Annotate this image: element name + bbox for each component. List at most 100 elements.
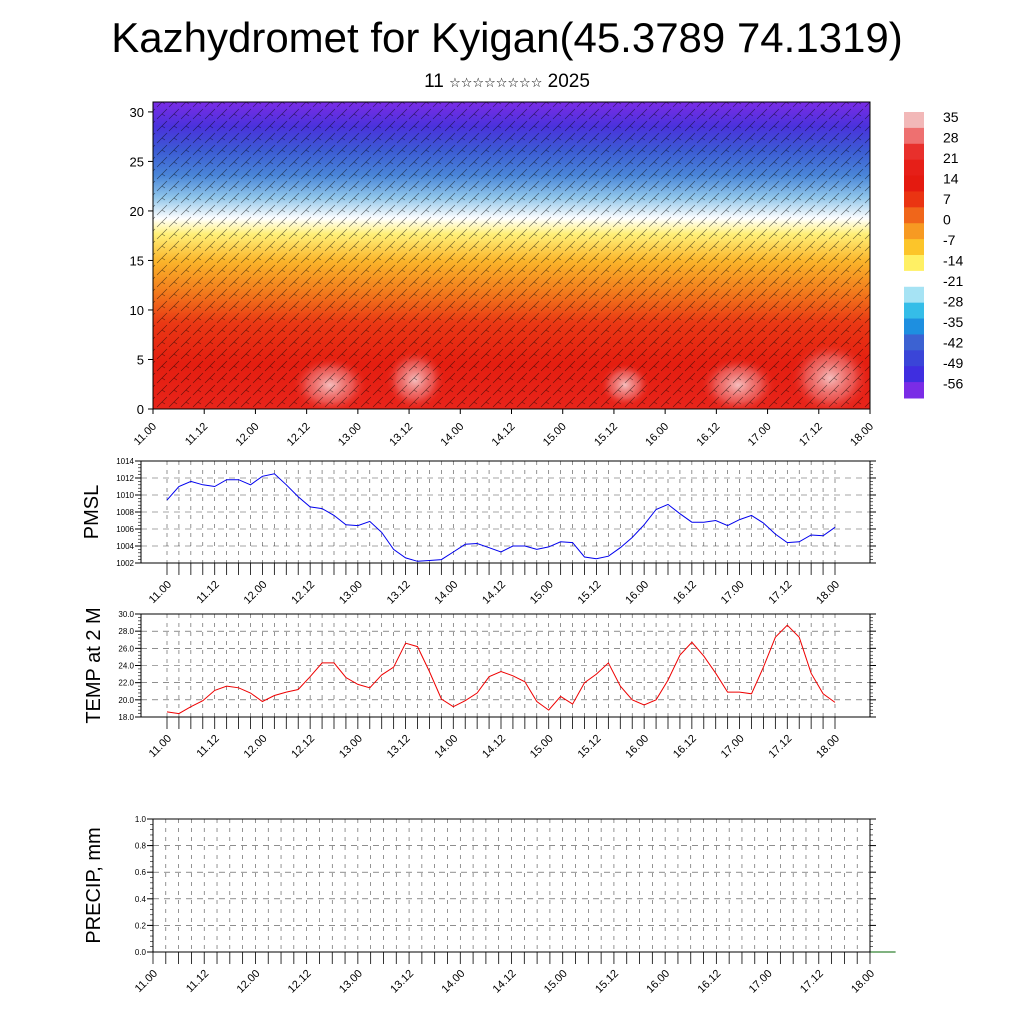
y-tick-label: 26.0: [118, 644, 134, 653]
x-tick-label: 15.12: [593, 968, 621, 996]
x-tick-label: 15.12: [576, 579, 604, 607]
y-tick-label: 0.4: [135, 895, 147, 904]
x-tick-label: 16.12: [671, 733, 699, 761]
x-tick-label: 14.00: [439, 968, 467, 996]
colorbar-swatch: [904, 127, 924, 145]
x-tick-label: 18.00: [814, 733, 842, 761]
y-tick-label: 0.6: [135, 868, 147, 877]
x-tick-label: 15.12: [592, 421, 620, 449]
subtitle-year: 2025: [547, 71, 590, 92]
plot-frame: [140, 460, 871, 564]
colorbar-swatch: [904, 255, 924, 272]
x-tick-label: 11.12: [194, 579, 221, 606]
x-tick-label: 16.00: [644, 968, 672, 996]
colorbar-label: -35: [943, 314, 963, 330]
x-tick-label: 17.00: [746, 421, 774, 449]
pmsl-panel: 1002 1004 1006 1008 1010 1012 1014 11.00 11.12 12…: [81, 457, 876, 607]
colorbar-swatch: [904, 207, 924, 224]
colorbar-label: 14: [943, 171, 959, 187]
x-tick-label: 12.12: [289, 579, 317, 607]
y-tick-label: 1004: [116, 542, 134, 551]
x-tick-label: 14.12: [491, 968, 519, 996]
heatmap-x-axis: 11.00 11.12 12.00 12.12 13.00 13.12 14.00 14.12…: [132, 409, 876, 449]
x-tick-label: 17.00: [719, 579, 747, 607]
subtitle-month-glyphs: ☆☆☆☆☆☆☆☆: [449, 76, 543, 91]
y-axis-title: PMSL: [81, 485, 103, 539]
y-tick-label: 24.0: [118, 662, 134, 671]
y-tick-label: 30: [130, 105, 144, 120]
y-tick-label: 1008: [116, 508, 134, 517]
x-tick-label: 12.00: [235, 968, 263, 996]
y-tick-label: 0: [137, 402, 144, 417]
x-tick-label: 18.00: [814, 579, 842, 607]
x-tick-label: 16.12: [671, 579, 699, 607]
x-tick-label: 12.12: [286, 968, 314, 996]
colorbar-swatch: [904, 112, 924, 129]
x-tick-label: 15.12: [576, 733, 604, 761]
y-tick-label: 1014: [116, 457, 134, 466]
y-tick-label: 30.0: [118, 610, 134, 619]
y-tick-label: 5: [137, 352, 144, 367]
colorbar: 35 28 21 14 7 0 -7 -14 -21 -28 -35 -42 -49 -56: [904, 109, 963, 399]
x-tick-label: 15.00: [528, 579, 556, 607]
plot-frame: [140, 613, 871, 718]
x-tick-label: 14.00: [432, 579, 460, 607]
y-axis-title: TEMP at 2 M: [83, 607, 105, 723]
x-tick-label: 11.00: [133, 968, 160, 995]
x-tick-label: 12.00: [234, 421, 262, 449]
x-tick-label: 17.12: [797, 421, 825, 449]
colorbar-swatch: [904, 159, 924, 177]
y-tick-label: 1.0: [135, 815, 147, 824]
colorbar-label: -21: [943, 273, 963, 289]
x-tick-label: 18.00: [848, 421, 876, 449]
colorbar-label: -28: [943, 294, 963, 310]
y-tick-label: 1006: [116, 525, 134, 534]
y-tick-label: 10: [130, 303, 144, 318]
colorbar-label: 28: [943, 130, 959, 146]
x-tick-label: 11.00: [147, 579, 174, 606]
colorbar-label: -14: [943, 253, 963, 269]
heatmap-y-axis: 0 5 10 15 20 25 30: [130, 105, 153, 417]
y-tick-label: 25: [130, 154, 144, 169]
x-tick-label: 16.12: [695, 421, 723, 449]
colorbar-swatch: [904, 191, 924, 208]
x-tick-label: 17.00: [747, 968, 775, 996]
series-line: [166, 624, 836, 715]
heatmap-panel: 0 5 10 15 20 25 30 11.00 11.12 12.00 12.12 13.00 13…: [130, 101, 876, 449]
x-tick-label: 13.00: [337, 968, 365, 996]
y-tick-label: 1012: [116, 474, 134, 483]
y-tick-label: 1010: [116, 491, 134, 500]
colorbar-label: -56: [943, 376, 963, 392]
x-tick-label: 15.00: [541, 421, 569, 449]
x-tick-label: 17.12: [766, 733, 794, 761]
colorbar-label: 0: [943, 212, 951, 228]
x-tick-label: 17.12: [766, 579, 794, 607]
plot-frame: [152, 818, 871, 953]
colorbar-label: 21: [943, 150, 959, 166]
x-tick-label: 12.12: [285, 421, 313, 449]
colorbar-label: -42: [943, 335, 963, 351]
colorbar-swatch: [904, 143, 924, 161]
x-tick-label: 16.00: [623, 733, 651, 761]
x-tick-label: 14.12: [480, 733, 508, 761]
x-tick-label: 14.12: [480, 579, 508, 607]
x-tick-label: 14.12: [490, 421, 518, 449]
x-tick-label: 13.00: [337, 733, 365, 761]
y-tick-label: 20: [130, 204, 144, 219]
y-tick-label: 28.0: [118, 627, 134, 636]
temp2m-panel: 18.0 20.0 22.0 24.0 26.0 28.0 30.0 11.00 11.12 12…: [83, 607, 876, 761]
x-tick-label: 17.12: [798, 968, 826, 996]
colorbar-swatch: [904, 270, 924, 288]
x-tick-label: 16.00: [643, 421, 671, 449]
colorbar-swatch: [904, 175, 924, 192]
x-tick-label: 15.00: [528, 733, 556, 761]
wind-barbs: [153, 102, 870, 409]
x-tick-label: 13.12: [388, 968, 416, 996]
x-tick-label: 15.00: [542, 968, 570, 996]
x-tick-label: 12.12: [289, 733, 317, 761]
x-tick-label: 11.00: [147, 733, 174, 760]
x-tick-label: 14.00: [432, 733, 460, 761]
colorbar-swatch: [904, 318, 924, 335]
x-tick-label: 11.00: [132, 421, 159, 448]
